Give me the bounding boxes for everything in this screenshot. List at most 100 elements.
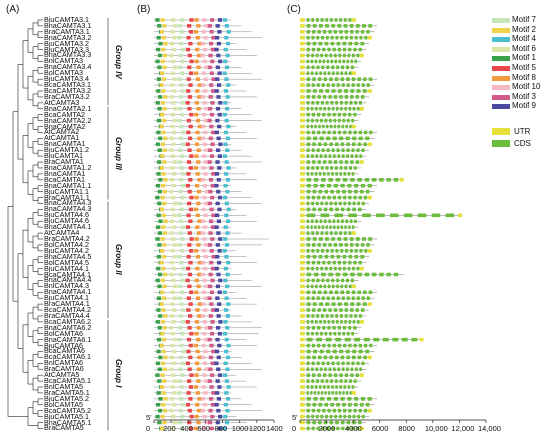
cds-block [348,112,352,117]
gene-label: BjuCAMTA6 [44,340,84,350]
cds-block [379,178,384,182]
motif-block [194,426,199,431]
cds-block [344,89,348,93]
utr-block [300,391,305,395]
cds-block [338,266,342,271]
motif-block [156,296,162,300]
motif-block [202,278,207,283]
cds-block [321,426,325,431]
cds-block [336,71,339,76]
motif-block [216,178,221,182]
motif-block [162,243,167,247]
cds-block [354,101,358,105]
motif-block [157,367,162,372]
cds-block [350,59,353,64]
cds-block [315,231,319,235]
cds-block [322,160,327,164]
motif-block [208,136,213,141]
cds-block [328,95,332,99]
cds-block [341,426,345,431]
cds-block [349,237,354,241]
motif-block [201,260,206,265]
utr-block [300,231,305,235]
motif-block [214,47,219,52]
motif-block [157,148,162,152]
motif-block [187,243,192,247]
cds-block [355,308,359,312]
motif-block [161,402,166,407]
cds-block [360,308,365,312]
cds-block [349,24,354,28]
motif-block [226,302,231,306]
legend-swatch [492,140,510,147]
cds-block [363,142,367,147]
motif-block [160,195,165,200]
legend-label: CDS [514,139,531,148]
motif-block [196,148,201,152]
cds-block [322,130,326,135]
cds-block [311,35,315,40]
motif-block [171,130,177,135]
cds-block [318,124,321,129]
cds-block [336,402,340,407]
cds-block [312,41,317,46]
cds-block [401,337,408,342]
cds-block [317,355,322,360]
motif-block [157,284,162,289]
motif-block [187,284,192,289]
motif-block [215,284,221,289]
cds-block [352,106,356,111]
utr-block [300,402,305,407]
cds-block [332,195,336,200]
utr-block [300,414,305,419]
motif-block [224,349,229,354]
motif-block [180,278,185,283]
cds-block [318,402,323,407]
cds-block [337,154,341,158]
cds-block [325,314,329,318]
motif-block [180,402,186,407]
cds-block [364,178,370,182]
gene-label: BolCAMTA4.2 [44,239,90,249]
motif-block [170,260,175,265]
cds-block [354,314,358,318]
cds-block [311,379,315,383]
motif-block [172,420,178,425]
cds-block [339,166,343,170]
cds-block [322,112,326,117]
legend-label: Motif 7 [512,15,537,24]
cds-block [336,65,340,70]
motif-block [162,367,167,372]
motif-block [224,24,229,28]
motif-block [194,71,199,76]
motif-block [195,47,200,52]
utr-block [367,195,372,200]
motif-block [161,77,167,81]
cds-block [353,326,357,330]
motif-block [193,343,198,348]
motif-block [169,397,175,401]
cds-block [360,95,365,99]
cds-block [363,343,368,348]
motif-block [178,355,184,360]
cds-block [335,178,341,182]
cds-block [337,47,342,52]
motif-block [156,266,161,271]
motif-block [180,320,185,324]
motif-block [155,361,161,366]
cds-block [314,172,318,176]
cds-block [331,89,336,93]
motif-block [224,201,229,206]
cds-block [312,302,317,306]
motif-block [224,379,229,383]
gene-label: BnlCAMTA3 [44,56,84,66]
motif-block [162,408,168,413]
motif-block [188,166,193,170]
cds-block [347,183,352,188]
utr-block [300,367,305,372]
motif-block [208,95,213,99]
cds-block [313,397,318,401]
cds-block [306,195,310,200]
cds-block [358,349,363,354]
